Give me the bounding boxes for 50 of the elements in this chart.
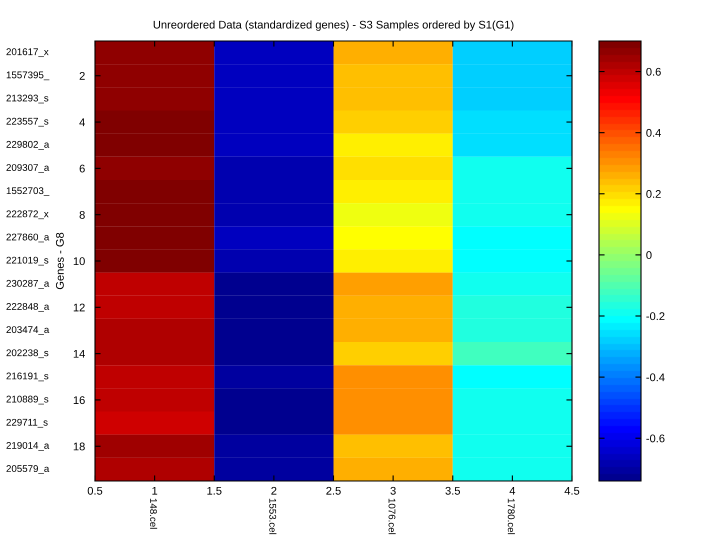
y-tick-label: 209307_a <box>6 164 50 173</box>
text: 1076.cel <box>388 498 396 534</box>
y-tick-label: 230287_a <box>6 280 50 289</box>
y2-tick-label: 10 <box>74 257 85 266</box>
y2-tick-label: 18 <box>74 442 85 450</box>
y-tick-label: 205579_a <box>6 465 50 474</box>
text: 148.cel <box>150 498 158 529</box>
y2-tick-label: 14 <box>74 350 85 358</box>
x-tick-label: 2 <box>271 486 276 495</box>
color-bar-label: 0.4 <box>646 128 661 137</box>
y2-tick-label: 16 <box>74 396 85 404</box>
y-tick-label: 216191_s <box>6 372 48 382</box>
x-tick-label: 3 <box>390 486 396 495</box>
color-bar-label: -0.6 <box>646 434 665 442</box>
y2-tick-label: 6 <box>80 164 85 173</box>
y-tick-label: 222872_x <box>6 210 49 220</box>
x-tick-label: 4.5 <box>564 486 580 495</box>
color-bar-label: 0 <box>646 251 652 260</box>
x-tick-label: 0.5 <box>88 486 102 495</box>
x-tick-label: 1.5 <box>207 486 222 495</box>
text: 1780.cel <box>508 498 515 534</box>
y-tick-label: 201617_x <box>6 48 49 58</box>
y-tick-label: 1552703_ <box>6 187 50 196</box>
x-tick-label: 2.5 <box>326 486 341 495</box>
y-tick-label: 219014_a <box>6 442 50 451</box>
y-tick-label: 1557395_ <box>6 71 50 80</box>
y-tick-label: 203474_a <box>6 326 50 335</box>
color-bar-label: 0.6 <box>646 68 661 76</box>
y-tick-label: 222848_a <box>6 303 50 312</box>
x-tick-label: 3.5 <box>445 486 460 495</box>
y-tick-label: 213293_s <box>6 94 48 104</box>
y-tick-label: 210889_s <box>6 396 48 404</box>
y-tick-label: 221019_s <box>6 256 48 266</box>
color-bar-label: -0.4 <box>646 373 665 382</box>
color-bar-label: 0.2 <box>646 190 661 198</box>
text: 1553.cel <box>269 498 276 534</box>
y-tick-label: 229802_a <box>6 140 50 150</box>
y2-tick-label: 4 <box>79 118 85 126</box>
y2-tick-label: 12 <box>74 304 85 312</box>
y-tick-label: 227860_a <box>6 234 50 242</box>
y2-tick-label: 2 <box>80 72 85 80</box>
x-tick-label: 1 <box>152 486 158 495</box>
y2-tick-label: 8 <box>80 210 85 219</box>
color-bar-label: -0.2 <box>646 312 664 320</box>
chart-title: Unreordered Data (standardized genes) - S3 Samples ordered by S1(G1) <box>154 20 514 31</box>
y-tick-label: 223557_s <box>6 118 48 126</box>
y-axis-title: Genes - G8 <box>56 232 64 290</box>
x-tick-label: 4 <box>510 486 516 495</box>
y-tick-label: 229711_s <box>6 418 48 428</box>
y-tick-label: 202238_s <box>6 349 48 358</box>
